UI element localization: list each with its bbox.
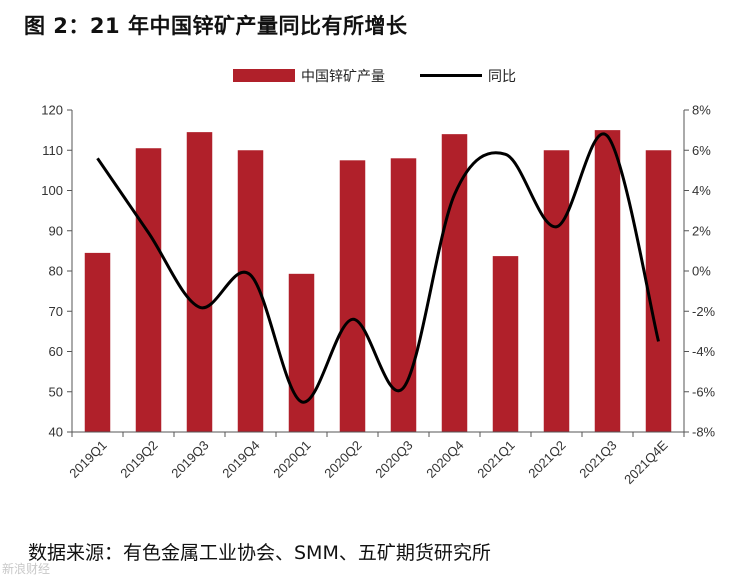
- source-note: 数据来源：有色金属工业协会、SMM、五矿期货研究所: [28, 542, 491, 564]
- x-tick-label: 2019Q4: [219, 438, 262, 481]
- y-axis-right: 8% 6% 4% 2% 0% -2% -4% -6% -8%: [683, 103, 716, 440]
- legend-label-line: 同比: [488, 69, 516, 85]
- y-left-tick-label: 120: [41, 103, 63, 118]
- bar: [594, 130, 621, 432]
- y-left-tick-label: 100: [41, 183, 63, 198]
- y-right-tick-label: -2%: [692, 304, 716, 319]
- y-right-tick-label: 8%: [692, 103, 711, 118]
- legend-swatch-bar: [233, 69, 295, 82]
- bar: [186, 132, 213, 432]
- yoy-line: [96, 132, 660, 404]
- y-left-tick-label: 80: [49, 264, 63, 279]
- bar: [543, 150, 570, 432]
- x-tick-label: 2021Q4E: [621, 437, 671, 487]
- y-right-tick-label: 4%: [692, 183, 711, 198]
- x-tick-label: 2020Q2: [321, 438, 364, 481]
- legend-label-bar: 中国锌矿产量: [301, 69, 385, 85]
- bar: [84, 252, 111, 432]
- y-right-tick-label: 0%: [692, 264, 711, 279]
- bar-series: [84, 130, 672, 433]
- y-right-tick-label: -6%: [692, 384, 716, 399]
- bar: [492, 256, 519, 432]
- y-right-tick-label: 6%: [692, 143, 711, 158]
- y-axis-left: 120 110 100 90 80 70 60 50 40: [41, 103, 73, 440]
- x-axis: 2019Q1 2019Q2 2019Q3 2019Q4 2020Q1 2020Q2 2020…: [66, 431, 685, 487]
- bar: [135, 148, 162, 433]
- bar: [645, 150, 672, 432]
- x-tick-label: 2020Q3: [372, 438, 415, 481]
- y-left-tick-label: 90: [49, 223, 63, 238]
- x-tick-label: 2021Q1: [474, 438, 517, 481]
- x-tick-label: 2019Q1: [66, 438, 109, 481]
- x-tick-label: 2020Q4: [423, 438, 466, 481]
- x-tick-label: 2019Q2: [117, 438, 160, 481]
- x-tick-label: 2019Q3: [168, 438, 211, 481]
- legend: 中国锌矿产量 同比: [233, 69, 516, 85]
- bar: [288, 273, 315, 432]
- y-right-tick-label: -4%: [692, 344, 716, 359]
- line-series: [96, 132, 660, 404]
- x-tick-label: 2021Q2: [525, 438, 568, 481]
- y-right-tick-label: -8%: [692, 425, 716, 440]
- figure-title: 图 2：21 年中国锌矿产量同比有所增长: [24, 14, 408, 38]
- y-left-tick-label: 50: [49, 384, 63, 399]
- y-left-tick-label: 60: [49, 344, 63, 359]
- watermark: 新浪财经: [2, 562, 51, 576]
- bar: [441, 134, 468, 432]
- bar: [339, 160, 366, 432]
- y-right-tick-label: 2%: [692, 223, 711, 238]
- x-tick-label: 2021Q3: [576, 438, 619, 481]
- x-tick-label: 2020Q1: [270, 438, 313, 481]
- y-left-tick-label: 70: [49, 304, 63, 319]
- y-left-tick-label: 40: [49, 425, 63, 440]
- y-left-tick-label: 110: [42, 143, 63, 158]
